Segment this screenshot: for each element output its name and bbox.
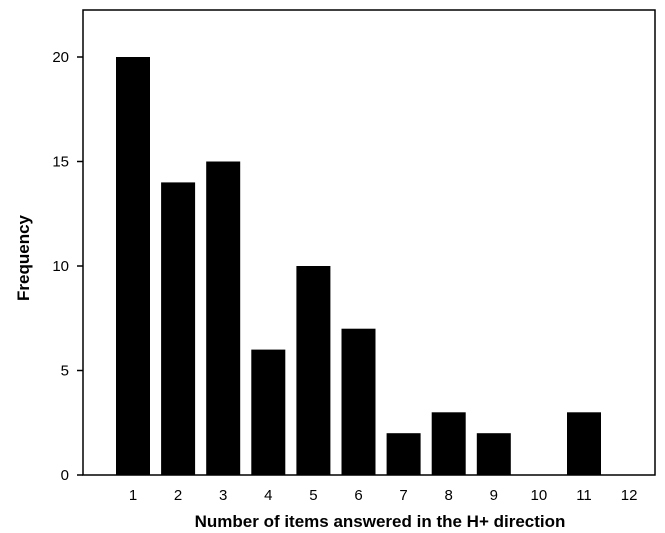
bar-7 bbox=[386, 433, 421, 475]
bar-3 bbox=[206, 161, 241, 475]
x-tick-label: 3 bbox=[219, 487, 227, 504]
bar-6 bbox=[341, 328, 376, 475]
y-axis: 0 5 10 15 20 bbox=[52, 49, 83, 484]
x-tick-label: 5 bbox=[309, 487, 317, 504]
bar-2 bbox=[161, 182, 196, 475]
x-axis: 1 2 3 4 5 6 7 8 9 10 11 12 bbox=[129, 487, 638, 504]
y-tick-label: 15 bbox=[52, 154, 69, 171]
y-tick-label: 5 bbox=[61, 363, 69, 380]
bar-1 bbox=[116, 57, 150, 475]
x-tick-label: 8 bbox=[445, 487, 453, 504]
x-tick-label: 10 bbox=[531, 487, 548, 504]
bar-8 bbox=[431, 412, 466, 475]
y-tick-label: 0 bbox=[61, 467, 69, 484]
bars-group bbox=[116, 57, 601, 475]
x-tick-label: 1 bbox=[129, 487, 137, 504]
x-tick-label: 2 bbox=[174, 487, 182, 504]
x-axis-title: Number of items answered in the H+ direc… bbox=[195, 512, 566, 531]
y-axis-title: Frequency bbox=[14, 214, 33, 301]
bar-11 bbox=[567, 412, 601, 475]
x-tick-label: 11 bbox=[576, 487, 592, 504]
x-tick-label: 6 bbox=[354, 487, 362, 504]
y-tick-label: 20 bbox=[52, 49, 69, 66]
x-tick-label: 7 bbox=[399, 487, 407, 504]
bar-5 bbox=[296, 266, 331, 475]
x-tick-label: 9 bbox=[490, 487, 498, 504]
bar-9 bbox=[476, 433, 511, 475]
y-tick-label: 10 bbox=[52, 258, 69, 275]
x-tick-label: 12 bbox=[621, 487, 638, 504]
x-tick-label: 4 bbox=[264, 487, 272, 504]
bar-4 bbox=[251, 349, 286, 475]
